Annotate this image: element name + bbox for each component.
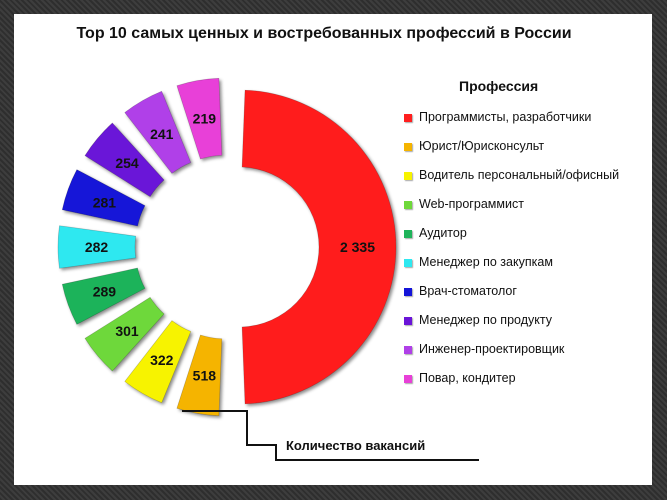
- slice-value-label: 219: [193, 110, 217, 126]
- legend: Программисты, разработчики Юрист/Юрисконс…: [404, 110, 619, 400]
- slice-value-label: 322: [150, 352, 174, 368]
- legend-swatch: [404, 317, 412, 325]
- legend-label: Программисты, разработчики: [419, 110, 592, 124]
- legend-item: Врач-стоматолог: [404, 284, 619, 313]
- legend-label: Врач-стоматолог: [419, 284, 517, 298]
- caption-leader-line: [182, 410, 479, 461]
- legend-item: Юрист/Юрисконсульт: [404, 139, 619, 168]
- legend-item: Аудитор: [404, 226, 619, 255]
- legend-swatch: [404, 143, 412, 151]
- slide: Top 10 самых ценных и востребованных про…: [14, 14, 652, 485]
- legend-label: Водитель персональный/офисный: [419, 168, 620, 182]
- legend-label: Менеджер по продукту: [419, 313, 552, 327]
- legend-swatch: [404, 346, 412, 354]
- legend-swatch: [404, 288, 412, 296]
- legend-swatch: [404, 230, 412, 238]
- donut-chart: 2 335 518 322 301 289 282 281 254 241 219: [57, 77, 479, 461]
- donut-slice: [176, 77, 223, 160]
- legend-item: Водитель персональный/офисный: [404, 168, 619, 197]
- legend-item: Инженер-проектировщик: [404, 342, 619, 371]
- slice-value-label: 282: [85, 239, 109, 255]
- legend-label: Web-программист: [419, 197, 524, 211]
- legend-label: Аудитор: [419, 226, 467, 240]
- legend-swatch: [404, 172, 412, 180]
- legend-item: Менеджер по продукту: [404, 313, 619, 342]
- slice-value-label: 281: [93, 194, 117, 210]
- value-caption: Количество вакансий: [286, 438, 426, 453]
- donut-slice: [124, 320, 192, 404]
- donut-slice: [84, 122, 165, 198]
- legend-swatch: [404, 114, 412, 122]
- slice-value-label: 254: [115, 155, 139, 171]
- legend-label: Менеджер по закупкам: [419, 255, 553, 269]
- legend-swatch: [404, 201, 412, 209]
- legend-item: Web-программист: [404, 197, 619, 226]
- donut-slice: [176, 334, 223, 417]
- donut-slice: [124, 90, 192, 174]
- chart-title: Top 10 самых ценных и востребованных про…: [76, 25, 572, 42]
- slice-value-label: 518: [193, 368, 217, 384]
- slice-value-label: 2 335: [340, 239, 375, 255]
- legend-label: Инженер-проектировщик: [419, 342, 565, 356]
- legend-item: Повар, кондитер: [404, 371, 619, 400]
- donut-slice: [57, 225, 137, 269]
- legend-title: Профессия: [459, 78, 539, 94]
- donut-slice: [61, 267, 146, 325]
- donut-slice: [84, 296, 165, 372]
- slice-value-label: 289: [93, 284, 117, 300]
- legend-label: Повар, кондитер: [419, 371, 516, 385]
- legend-swatch: [404, 375, 412, 383]
- legend-item: Менеджер по закупкам: [404, 255, 619, 284]
- legend-item: Программисты, разработчики: [404, 110, 619, 139]
- donut-slice: [61, 169, 146, 227]
- legend-swatch: [404, 259, 412, 267]
- slice-value-label: 241: [150, 126, 174, 142]
- legend-label: Юрист/Юрисконсульт: [419, 139, 545, 153]
- slice-value-label: 301: [115, 323, 139, 339]
